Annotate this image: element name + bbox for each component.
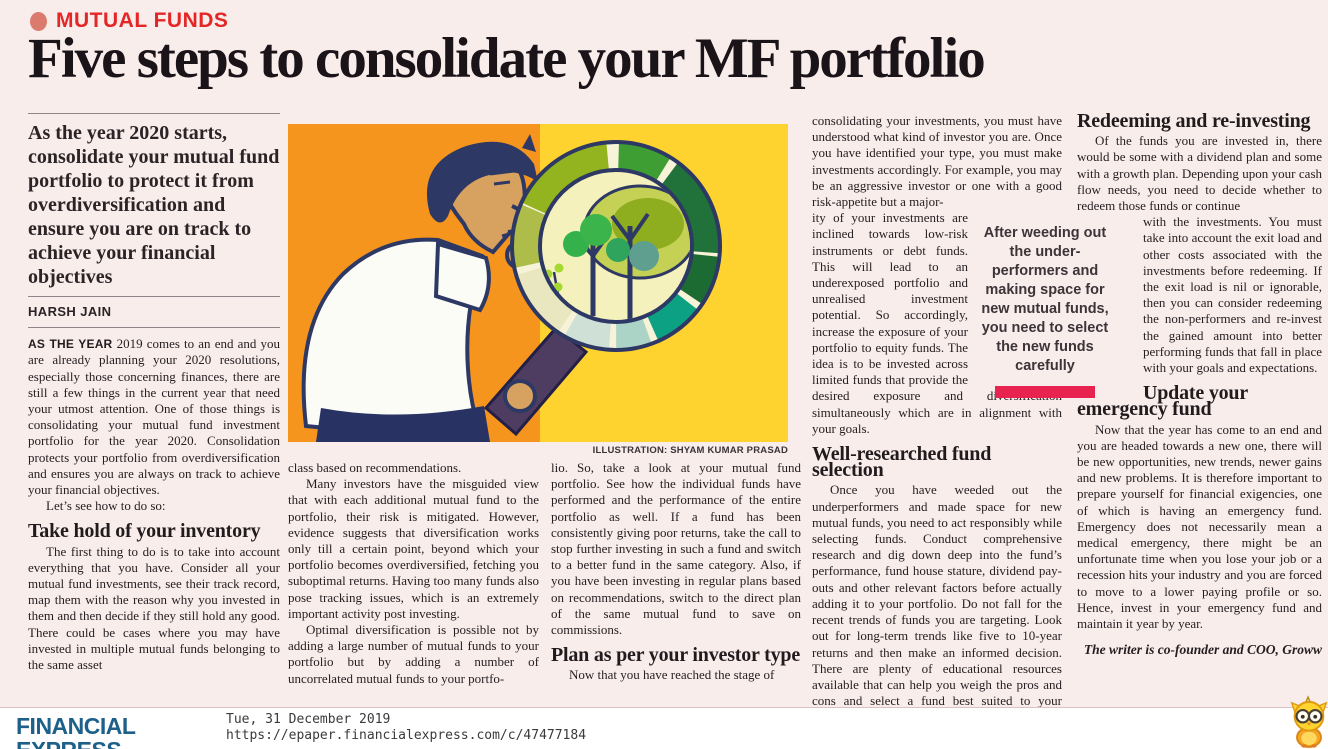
column-2: class based on recommendations. Many inv… xyxy=(288,460,539,687)
paragraph-portfolio-review: lio. So, take a look at your mutual fund… xyxy=(551,460,801,638)
section-kicker: MUTUAL FUNDS xyxy=(30,9,228,33)
illustration-credit: ILLUSTRATION: SHYAM KUMAR PRASAD xyxy=(592,445,788,456)
capture-meta: Tue, 31 December 2019 https://epaper.fina… xyxy=(226,712,586,744)
paragraph-selection: Once you have weeded out the underperfor… xyxy=(812,482,1062,724)
man-figure xyxy=(301,134,538,442)
paragraph-investor-type: consolidating your investments, you must… xyxy=(812,113,1062,210)
paragraph-inventory: The first thing to do is to take into ac… xyxy=(28,543,280,673)
paragraph-misguided-view: Many investors have the misguided view t… xyxy=(288,476,539,621)
divider xyxy=(28,327,280,329)
section-heading-plan: Plan as per your investor type xyxy=(551,644,801,667)
owl-mascot-icon[interactable] xyxy=(1286,695,1328,749)
pull-quote-bar xyxy=(995,386,1095,398)
paragraph-exposure: ity of your investments are inclined tow… xyxy=(812,210,1062,436)
paragraph-lets-see: Let’s see how to do so: xyxy=(46,498,166,514)
pull-quote: After weeding out the under-performers a… xyxy=(981,224,1109,398)
column-1: As the year 2020 starts, consolidate you… xyxy=(28,113,280,673)
magnifier xyxy=(483,140,722,437)
brand-name: FINANCIAL EXPRESS xyxy=(16,713,136,749)
divider xyxy=(28,296,280,297)
paragraph-redeem: Of the funds you are invested in, there … xyxy=(1077,133,1322,214)
financial-express-logo: FINANCIAL EXPRESS READ TO LEAD xyxy=(16,714,216,749)
paragraph-continuation: class based on recommendations. xyxy=(288,460,462,475)
epaper-url: https://epaper.financialexpress.com/c/47… xyxy=(226,728,587,743)
column-3: lio. So, take a look at your mutual fund… xyxy=(551,460,801,684)
standfirst: As the year 2020 starts, consolidate you… xyxy=(28,122,280,288)
kicker-dot-icon xyxy=(30,11,47,31)
paragraph-exit-load: with the investments. You must take into… xyxy=(1143,214,1322,376)
wrap-block: with the investments. You must take into… xyxy=(1077,214,1322,376)
paragraph-plan-start: Now that you have reached the stage of xyxy=(569,667,775,683)
column-5: Redeeming and re-investing Of the funds … xyxy=(1077,110,1322,659)
divider xyxy=(28,113,280,114)
illustration-man-magnifier xyxy=(288,124,788,442)
byline: HARSH JAIN xyxy=(28,304,112,319)
pull-quote-text: After weeding out the under-performers a… xyxy=(981,225,1109,374)
paragraph-intro-text: 2019 comes to an end and you are already… xyxy=(28,336,280,498)
trees-in-lens xyxy=(542,184,690,320)
epaper-footer: FINANCIAL EXPRESS READ TO LEAD Tue, 31 D… xyxy=(0,707,1328,749)
section-kicker-label: MUTUAL FUNDS xyxy=(56,9,229,32)
paragraph-optimal-diversification: Optimal diversification is possible not … xyxy=(288,622,539,686)
capture-date: Tue, 31 December 2019 xyxy=(226,712,391,727)
paragraph-emergency: Now that the year has come to an end and… xyxy=(1077,421,1322,632)
section-heading-inventory: Take hold of your inventory xyxy=(28,520,261,543)
lead-in: AS THE YEAR xyxy=(28,337,113,352)
wrap-block: ity of your investments are inclined tow… xyxy=(812,210,1062,437)
section-heading-redeem: Redeeming and re-investing xyxy=(1077,110,1311,132)
paragraph-intro: AS THE YEAR 2019 comes to an end and you… xyxy=(28,336,280,498)
section-heading-selection: Well-researched fund selection xyxy=(812,443,992,482)
section-heading-emergency: Update your emergency fund xyxy=(1077,382,1248,421)
author-signoff: The writer is co-founder and COO, Groww xyxy=(1083,642,1322,658)
column-4: consolidating your investments, you must… xyxy=(812,113,1062,726)
article-headline: Five steps to consolidate your MF portfo… xyxy=(28,27,986,90)
